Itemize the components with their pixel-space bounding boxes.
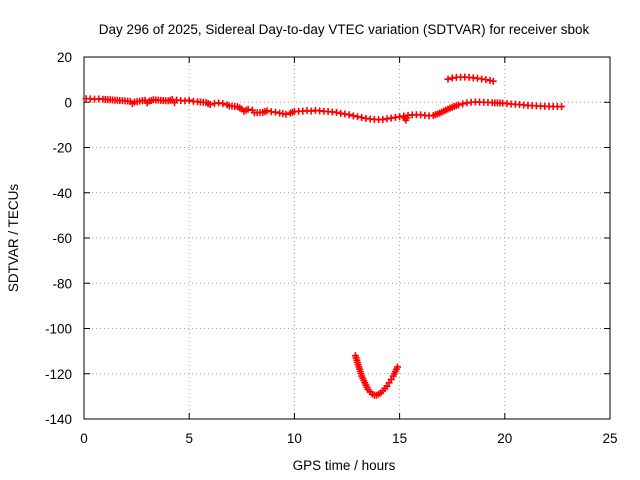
- y-tick-label: -40: [52, 186, 72, 201]
- y-axis-label: SDTVAR / TECUs: [6, 184, 21, 293]
- chart-title: Day 296 of 2025, Sidereal Day-to-day VTE…: [99, 22, 590, 37]
- x-tick-label: 0: [80, 431, 88, 446]
- series-lower-arc: [351, 352, 401, 399]
- y-tick-label: -140: [45, 412, 72, 427]
- axis-ticks: 0 5 10 15 20 25 20 0 -20 -40 -60 -80 -100 -120 -140: [45, 50, 618, 446]
- data-point: [219, 100, 227, 108]
- x-tick-label: 20: [497, 431, 512, 446]
- y-tick-label: -20: [52, 141, 72, 156]
- data-point: [349, 112, 357, 120]
- data-point: [206, 101, 214, 109]
- data-point: [185, 96, 193, 104]
- x-tick-label: 10: [287, 431, 302, 446]
- y-tick-label: -60: [52, 231, 72, 246]
- data-point: [345, 111, 353, 119]
- data-point: [459, 100, 467, 108]
- data-point: [393, 363, 401, 371]
- data-point: [244, 105, 252, 113]
- x-tick-label: 25: [602, 431, 617, 446]
- series-main-track: [82, 95, 566, 124]
- data-point: [354, 113, 362, 121]
- y-tick-label: 20: [57, 50, 72, 65]
- y-tick-label: -100: [45, 322, 72, 337]
- grid-layer: [84, 57, 610, 419]
- y-tick-label: -80: [52, 276, 72, 291]
- data-point: [482, 76, 490, 84]
- series-upper-arc: [444, 73, 497, 85]
- data-point: [455, 101, 463, 109]
- data-point: [489, 77, 497, 85]
- x-axis-label: GPS time / hours: [293, 458, 396, 473]
- data-point: [271, 108, 279, 116]
- data-point: [263, 107, 271, 115]
- y-tick-label: -120: [45, 367, 72, 382]
- data-marks: [82, 73, 566, 399]
- plot-frame: [83, 56, 611, 420]
- data-point: [558, 103, 566, 111]
- data-point: [282, 110, 290, 118]
- y-tick-label: 0: [64, 95, 72, 110]
- x-tick-label: 5: [185, 431, 193, 446]
- data-point: [444, 75, 452, 83]
- x-tick-label: 15: [392, 431, 407, 446]
- data-point: [332, 108, 340, 116]
